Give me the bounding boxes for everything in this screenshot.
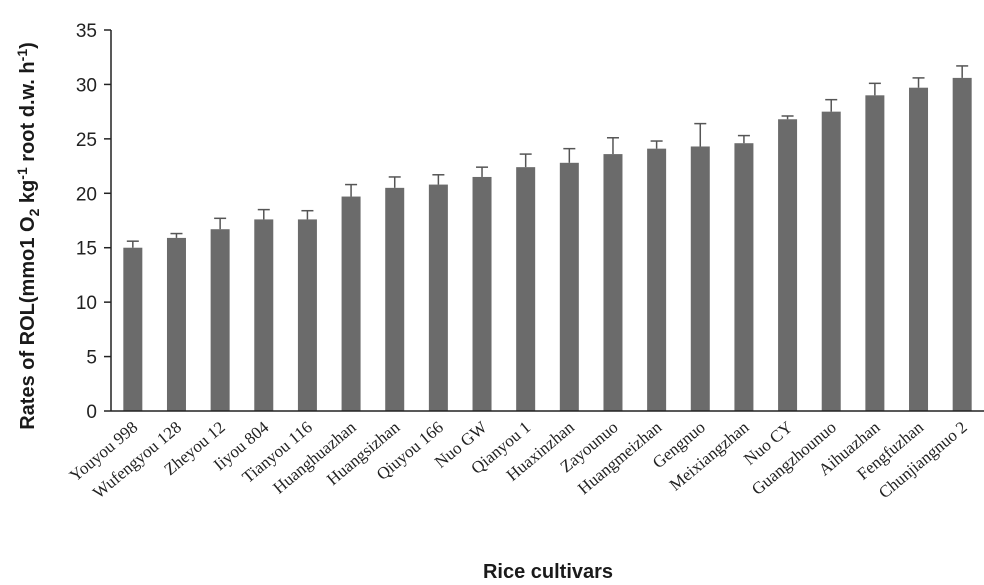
bar (385, 187, 405, 411)
bar (909, 87, 929, 412)
y-tick-label: 5 (86, 348, 97, 369)
bar (603, 154, 623, 411)
bar (778, 119, 798, 412)
bar (166, 237, 186, 411)
bar (647, 148, 667, 411)
bar (297, 219, 317, 411)
y-axis-title-part: root d.w. h (17, 61, 39, 167)
y-axis-title-part: kg (17, 180, 39, 209)
bar (472, 176, 492, 411)
y-axis-title: Rates of ROL(mmo1 O2 kg-1 root d.w. h-1) (14, 42, 42, 430)
x-axis-title: Rice cultivars (483, 561, 613, 583)
y-tick-label: 20 (76, 184, 97, 205)
bar (341, 196, 361, 411)
bar (254, 219, 274, 411)
bar (821, 111, 841, 412)
y-tick-label: 0 (86, 402, 97, 423)
y-tick-label: 15 (76, 239, 97, 260)
bar (516, 167, 536, 411)
bar (559, 162, 579, 411)
bar (952, 77, 972, 411)
y-axis-title-part: Rates of ROL(mmo1 O (17, 216, 39, 429)
y-axis-ticks: 0 5 10 15 20 25 30 35 (76, 21, 111, 423)
y-tick-label: 30 (76, 75, 97, 96)
bar (690, 146, 710, 411)
bar (865, 95, 885, 412)
bar (734, 143, 754, 411)
y-tick-label: 10 (76, 293, 97, 314)
y-axis-title-sup: -1 (14, 49, 30, 62)
y-axis-title-sub: 2 (26, 208, 42, 216)
bar (210, 229, 230, 411)
bars (123, 65, 972, 412)
y-axis-title-sup: -1 (14, 167, 30, 180)
bar (123, 247, 143, 411)
y-tick-label: 35 (76, 21, 97, 42)
bar (428, 184, 448, 411)
y-axis-title-part: ) (17, 42, 39, 49)
y-tick-label: 25 (76, 130, 97, 151)
